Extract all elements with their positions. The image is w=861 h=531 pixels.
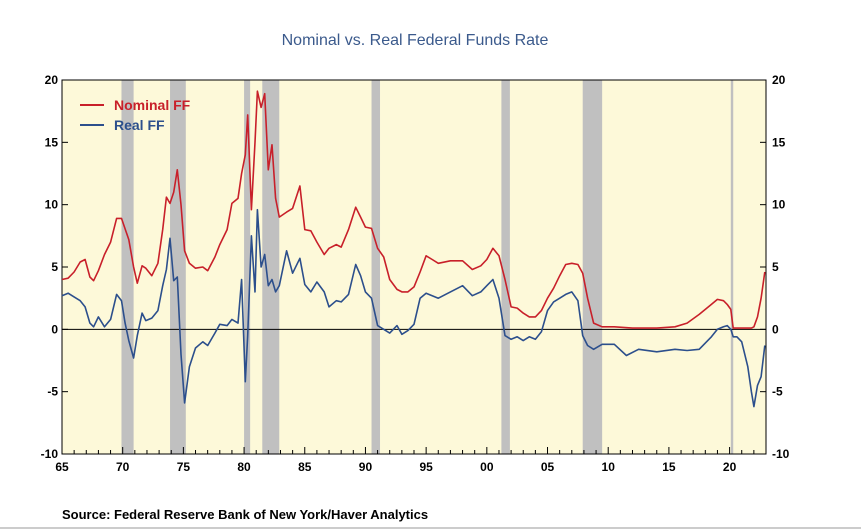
recession-band-0	[121, 80, 134, 454]
y-tick-label-left: 10	[45, 198, 59, 212]
y-tick-label-left: -5	[47, 385, 58, 399]
x-tick-label: 80	[237, 460, 251, 474]
y-tick-label-left: 0	[51, 322, 58, 336]
recession-band-3	[262, 80, 280, 454]
x-tick-label: 65	[55, 460, 69, 474]
series-line-real-ff	[61, 208, 766, 408]
x-tick-label: 20	[723, 460, 737, 474]
y-tick-label-right: -10	[772, 447, 790, 461]
x-tick-label: 05	[541, 460, 555, 474]
y-tick-label-left: 15	[45, 135, 59, 149]
y-tick-label-right: 15	[772, 135, 786, 149]
y-tick-label-right: 20	[772, 73, 786, 87]
y-tick-label-left: -10	[41, 447, 59, 461]
y-tick-label-right: 0	[772, 322, 779, 336]
series-line-nominal-ff	[61, 90, 766, 329]
x-tick-label: 95	[419, 460, 433, 474]
recession-band-2	[244, 80, 251, 454]
chart-title: Nominal vs. Real Federal Funds Rate	[282, 32, 549, 49]
recession-band-4	[371, 80, 381, 454]
plot-background	[62, 80, 766, 454]
y-tick-label-right: -5	[772, 385, 783, 399]
recession-band-7	[730, 80, 734, 454]
x-tick-label: 85	[298, 460, 312, 474]
legend-label-0: Nominal FF	[114, 97, 191, 113]
x-tick-label: 00	[480, 460, 494, 474]
x-tick-label: 70	[116, 460, 130, 474]
y-tick-label-left: 20	[45, 73, 59, 87]
recession-band-6	[582, 80, 603, 454]
y-tick-label-right: 5	[772, 260, 779, 274]
recession-band-5	[501, 80, 510, 454]
legend-label-1: Real FF	[114, 117, 165, 133]
legend: Nominal FF Real FF	[80, 97, 191, 133]
y-tick-label-right: 10	[772, 198, 786, 212]
x-tick-label: 75	[177, 460, 191, 474]
x-tick-label: 90	[359, 460, 373, 474]
x-tick-label: 15	[662, 460, 676, 474]
x-tick-label: 10	[602, 460, 616, 474]
y-tick-label-left: 5	[51, 260, 58, 274]
source-note: Source: Federal Reserve Bank of New York…	[62, 507, 429, 522]
